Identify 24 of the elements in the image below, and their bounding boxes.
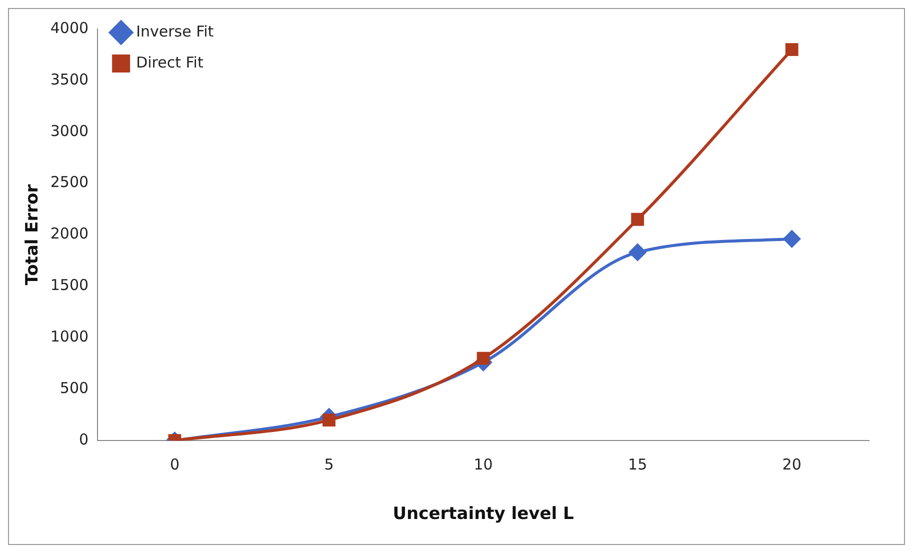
y-tick-label: 1500 (50, 276, 89, 294)
y-tick-label: 0 (79, 430, 89, 448)
y-tick-label: 1000 (50, 328, 89, 346)
x-tick-label: 10 (474, 455, 493, 474)
x-tick-label: 15 (628, 455, 648, 474)
y-tick-label: 500 (60, 379, 89, 398)
point (785, 43, 798, 56)
y-axis-title: Total Error (22, 184, 43, 286)
x-tick-label: 20 (782, 455, 802, 474)
legend-label: Inverse Fit (136, 22, 214, 40)
x-tick-label: 0 (170, 455, 180, 474)
point (322, 414, 336, 426)
point (629, 244, 646, 261)
y-tick-label: 3500 (50, 70, 89, 88)
y-tick-label: 4000 (50, 18, 89, 37)
point (783, 230, 800, 248)
y-tick-label: 3000 (50, 122, 89, 140)
x-axis-title: Uncertainty level L (392, 504, 574, 524)
point (631, 212, 644, 226)
x-tick-label: 5 (324, 455, 334, 474)
y-tick-label: 2500 (50, 173, 89, 192)
y-tick-label: 2000 (50, 224, 89, 243)
legend-label: Direct Fit (136, 53, 204, 72)
point (476, 352, 490, 365)
